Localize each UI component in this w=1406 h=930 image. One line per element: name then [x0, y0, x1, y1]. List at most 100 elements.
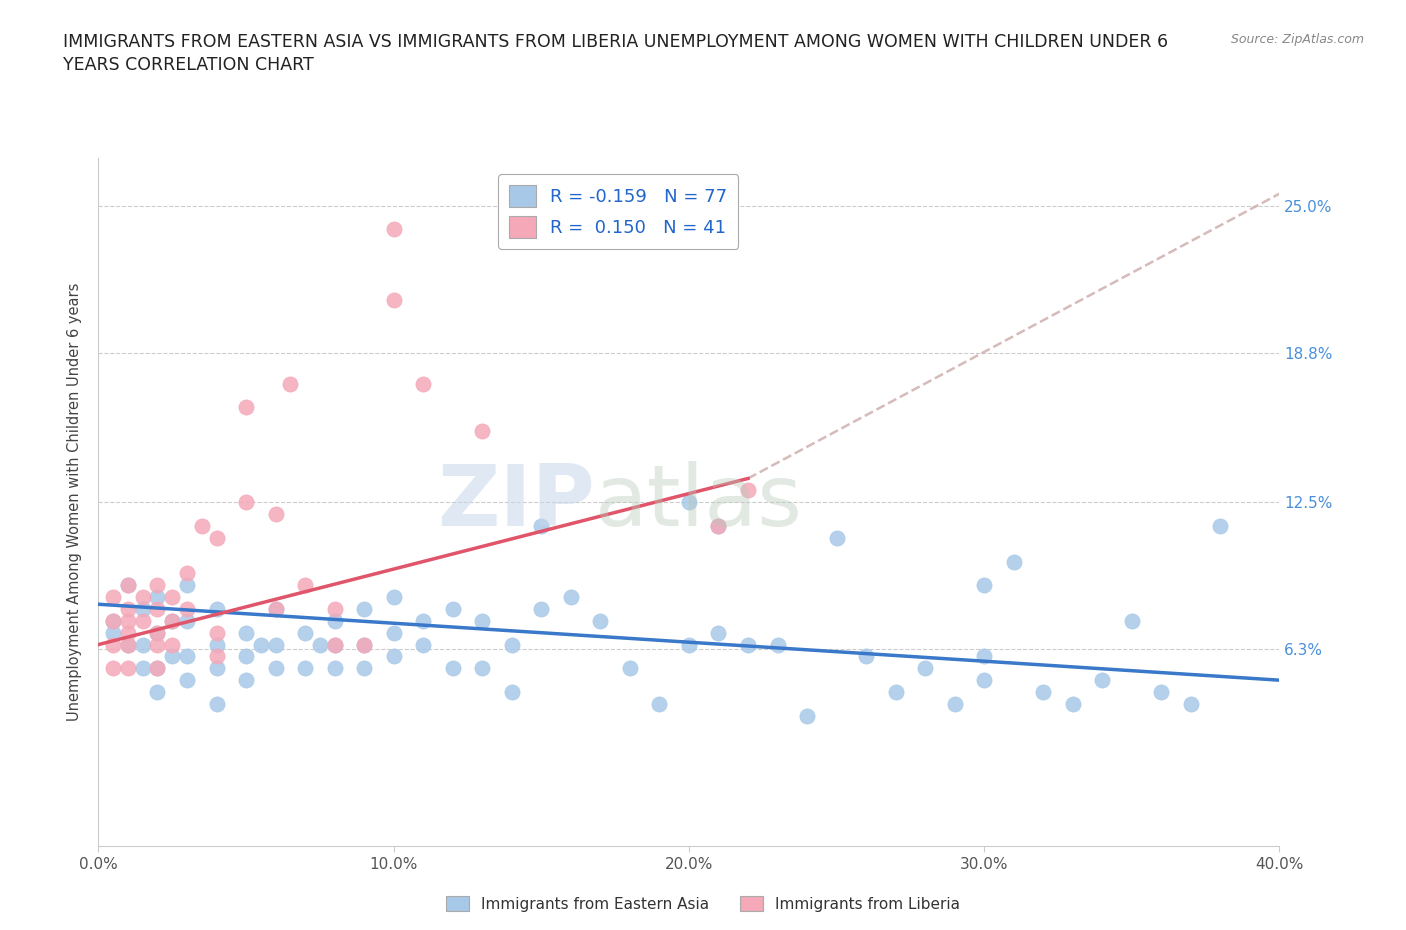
- Point: [441, 661, 464, 676]
- Point: [103, 590, 125, 604]
- Point: [1150, 684, 1173, 699]
- Point: [382, 649, 405, 664]
- Point: [560, 590, 582, 604]
- Point: [1062, 697, 1084, 711]
- Point: [162, 614, 183, 629]
- Point: [205, 637, 228, 652]
- Point: [205, 602, 228, 617]
- Point: [132, 637, 155, 652]
- Point: [132, 661, 155, 676]
- Point: [264, 507, 287, 522]
- Point: [530, 519, 553, 534]
- Point: [264, 602, 287, 617]
- Point: [205, 625, 228, 640]
- Point: [146, 661, 169, 676]
- Point: [176, 672, 198, 687]
- Point: [323, 602, 346, 617]
- Point: [117, 578, 139, 592]
- Point: [176, 566, 198, 581]
- Point: [146, 625, 169, 640]
- Point: [323, 661, 346, 676]
- Text: atlas: atlas: [595, 460, 803, 544]
- Point: [678, 495, 700, 510]
- Point: [117, 637, 139, 652]
- Point: [1032, 684, 1054, 699]
- Point: [1209, 519, 1232, 534]
- Point: [162, 614, 183, 629]
- Point: [382, 293, 405, 308]
- Point: [146, 684, 169, 699]
- Point: [162, 649, 183, 664]
- Point: [235, 400, 257, 415]
- Point: [825, 530, 848, 545]
- Point: [176, 578, 198, 592]
- Point: [117, 614, 139, 629]
- Point: [707, 519, 730, 534]
- Point: [766, 637, 789, 652]
- Point: [855, 649, 877, 664]
- Text: Source: ZipAtlas.com: Source: ZipAtlas.com: [1230, 33, 1364, 46]
- Point: [146, 590, 169, 604]
- Point: [103, 625, 125, 640]
- Point: [648, 697, 671, 711]
- Point: [235, 625, 257, 640]
- Point: [884, 684, 907, 699]
- Legend: Immigrants from Eastern Asia, Immigrants from Liberia: Immigrants from Eastern Asia, Immigrants…: [440, 889, 966, 918]
- Point: [117, 602, 139, 617]
- Point: [103, 614, 125, 629]
- Point: [382, 590, 405, 604]
- Point: [973, 578, 995, 592]
- Point: [146, 661, 169, 676]
- Point: [353, 637, 375, 652]
- Point: [707, 519, 730, 534]
- Point: [146, 578, 169, 592]
- Point: [382, 222, 405, 237]
- Point: [280, 376, 302, 391]
- Point: [146, 602, 169, 617]
- Point: [294, 625, 316, 640]
- Point: [501, 684, 523, 699]
- Point: [117, 661, 139, 676]
- Point: [103, 614, 125, 629]
- Point: [412, 376, 434, 391]
- Point: [412, 637, 434, 652]
- Point: [264, 637, 287, 652]
- Point: [914, 661, 936, 676]
- Point: [441, 602, 464, 617]
- Point: [1180, 697, 1202, 711]
- Point: [1091, 672, 1114, 687]
- Point: [205, 530, 228, 545]
- Point: [382, 625, 405, 640]
- Point: [737, 483, 759, 498]
- Point: [737, 637, 759, 652]
- Point: [235, 649, 257, 664]
- Point: [353, 661, 375, 676]
- Point: [589, 614, 612, 629]
- Point: [707, 625, 730, 640]
- Point: [353, 602, 375, 617]
- Point: [235, 495, 257, 510]
- Point: [176, 602, 198, 617]
- Point: [146, 625, 169, 640]
- Point: [132, 602, 155, 617]
- Point: [250, 637, 273, 652]
- Text: IMMIGRANTS FROM EASTERN ASIA VS IMMIGRANTS FROM LIBERIA UNEMPLOYMENT AMONG WOMEN: IMMIGRANTS FROM EASTERN ASIA VS IMMIGRAN…: [63, 33, 1168, 74]
- Point: [796, 709, 818, 724]
- Point: [205, 661, 228, 676]
- Point: [471, 423, 494, 438]
- Point: [146, 637, 169, 652]
- Point: [501, 637, 523, 652]
- Point: [619, 661, 641, 676]
- Point: [973, 672, 995, 687]
- Point: [294, 578, 316, 592]
- Point: [176, 614, 198, 629]
- Point: [1121, 614, 1143, 629]
- Point: [471, 661, 494, 676]
- Point: [323, 614, 346, 629]
- Point: [235, 672, 257, 687]
- Point: [162, 590, 183, 604]
- Point: [191, 519, 214, 534]
- Point: [943, 697, 966, 711]
- Point: [294, 661, 316, 676]
- Point: [678, 637, 700, 652]
